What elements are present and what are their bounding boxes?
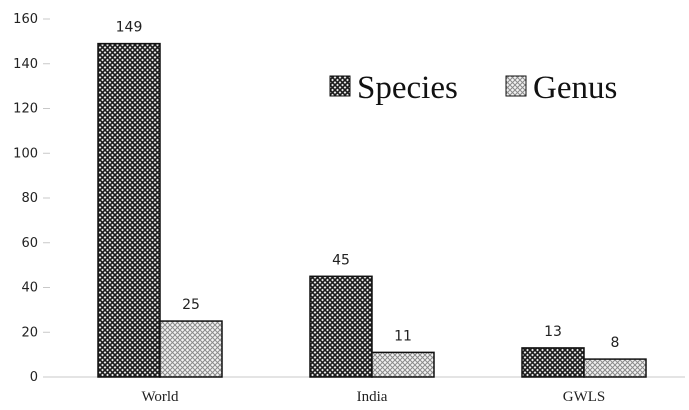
data-label-genus-gwls: 8 — [611, 335, 620, 351]
bar-species-gwls — [521, 347, 585, 378]
legend-swatch-species — [329, 75, 351, 97]
data-label-species-gwls: 13 — [544, 324, 562, 340]
y-tick-label: 0 — [30, 370, 38, 385]
legend: Species Genus — [329, 70, 617, 106]
bar-genus-india — [371, 351, 435, 378]
bar-genus-world — [159, 320, 223, 378]
category-label-india: India — [357, 389, 388, 405]
y-tick-label: 140 — [13, 57, 38, 72]
bar-species-world — [97, 42, 161, 378]
y-tick-label: 120 — [13, 102, 38, 117]
y-tick-label: 100 — [13, 146, 38, 161]
y-tick-label: 40 — [21, 281, 38, 296]
data-label-genus-india: 11 — [394, 328, 412, 344]
legend-label-genus: Genus — [533, 70, 617, 106]
y-tick-label: 160 — [13, 12, 38, 27]
data-labels: 149 25 45 11 13 8 — [116, 20, 620, 351]
data-label-species-world: 149 — [116, 20, 143, 36]
category-label-world: World — [141, 389, 179, 405]
category-label-gwls: GWLS — [563, 389, 606, 405]
y-axis: 0 20 40 60 80 100 120 140 160 — [13, 12, 50, 385]
bars — [97, 42, 647, 378]
legend-swatch-genus — [505, 75, 527, 97]
y-tick-label: 80 — [21, 191, 38, 206]
legend-label-species: Species — [357, 70, 458, 106]
bar-genus-gwls — [583, 358, 647, 378]
y-tick-label: 60 — [21, 236, 38, 251]
y-tick-label: 20 — [21, 325, 38, 340]
category-labels: World India GWLS — [141, 389, 605, 405]
data-label-species-india: 45 — [332, 252, 350, 268]
data-label-genus-world: 25 — [182, 297, 200, 313]
bar-species-india — [309, 275, 373, 378]
